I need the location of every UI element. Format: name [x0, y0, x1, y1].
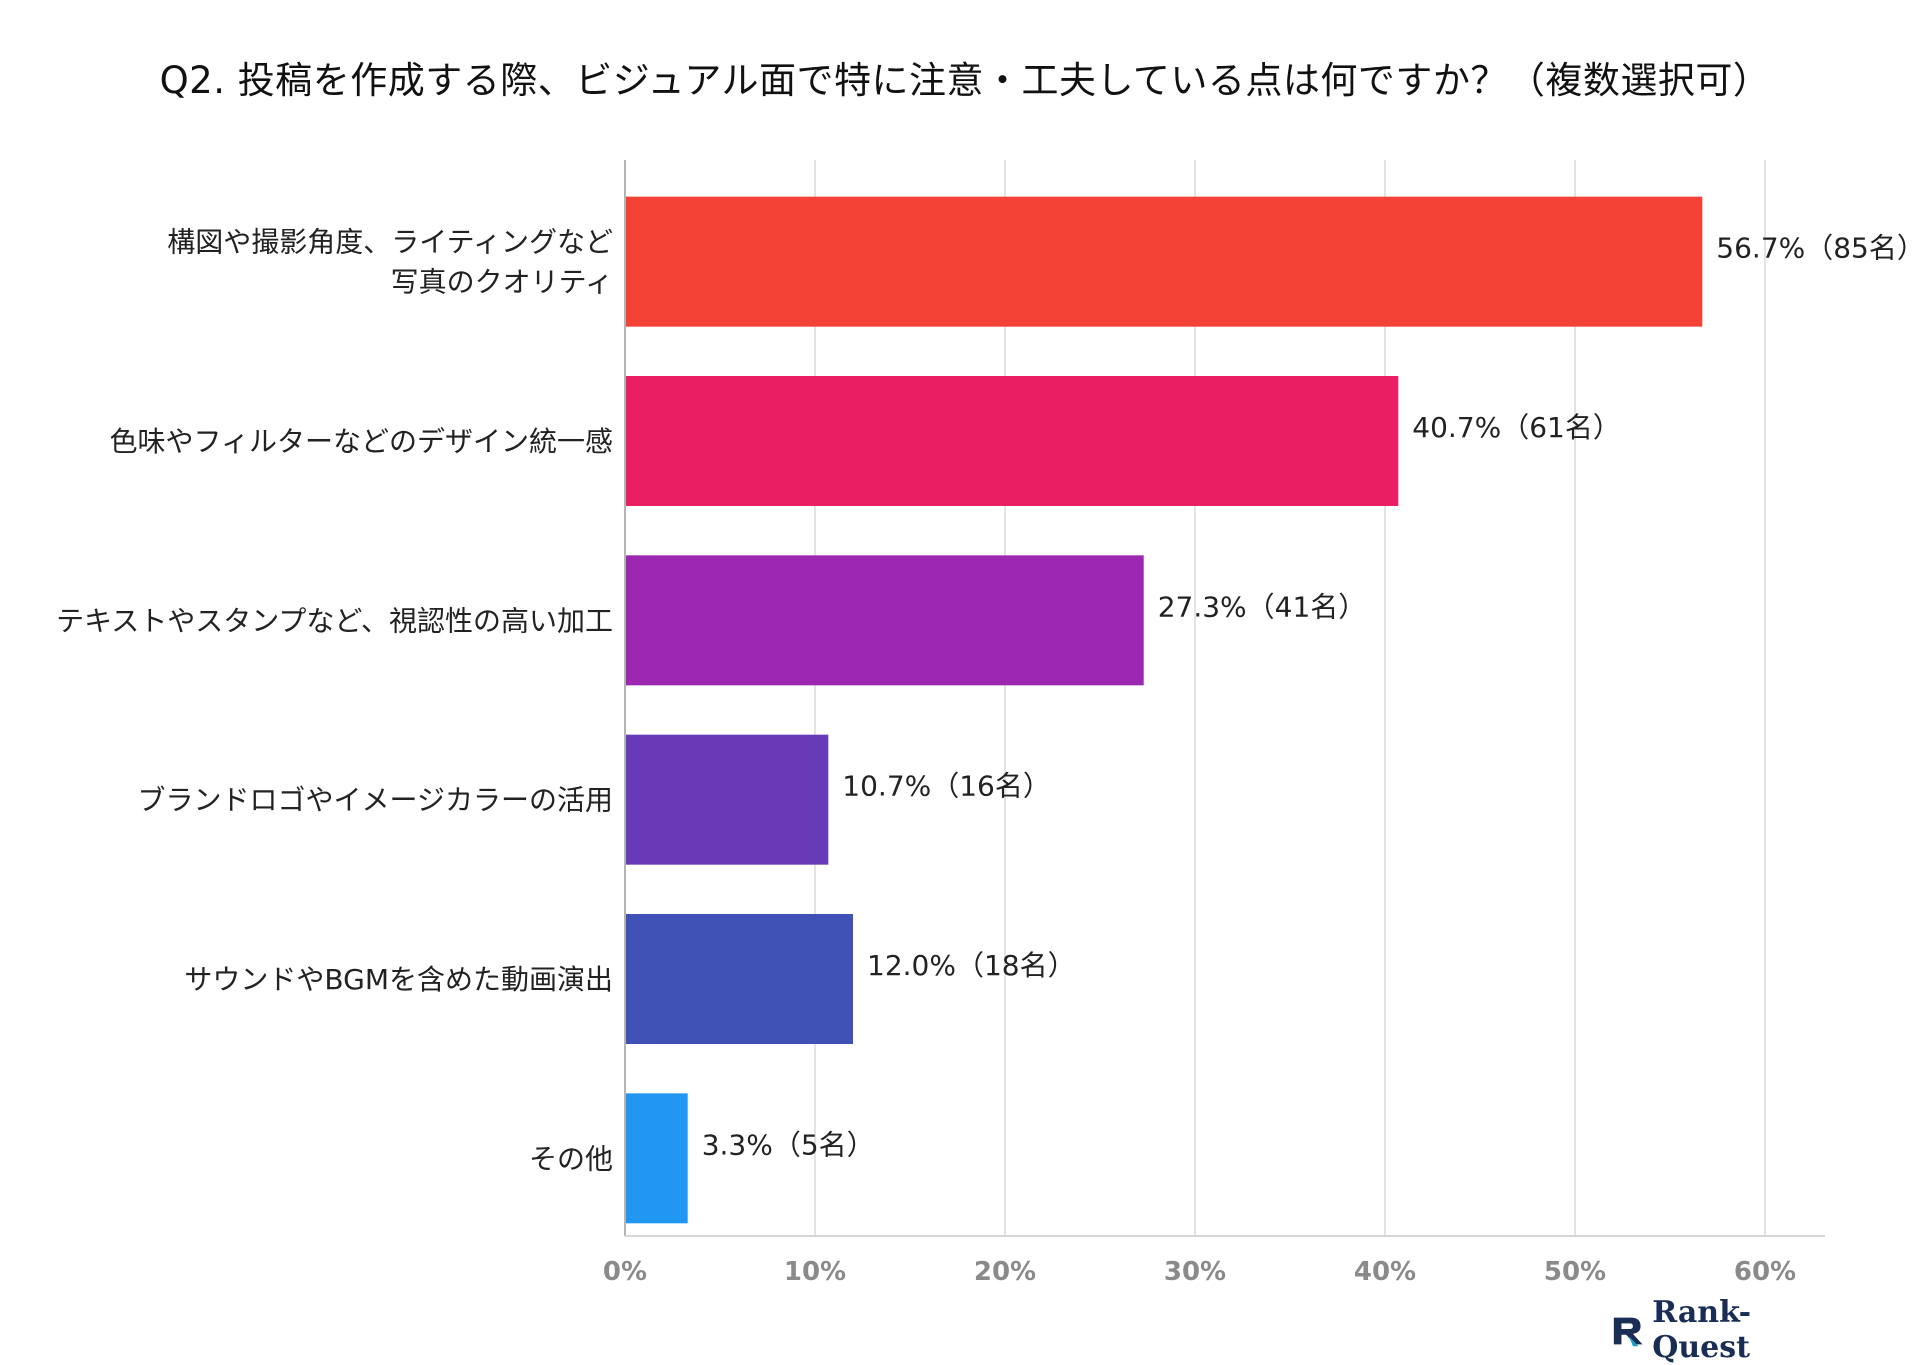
data-label: 12.0%（18名）: [867, 949, 1076, 982]
chart-title: Q2. 投稿を作成する際、ビジュアル面で特に注意・工夫している点は何ですか？（複…: [159, 59, 1771, 102]
x-tick-label: 30%: [1164, 1257, 1226, 1287]
x-tick-label: 40%: [1354, 1257, 1416, 1287]
labels: 0% 10% 20% 30% 40% 50% 60% 構図や撮影角度、ライティングなど写真のク…: [56, 226, 1925, 1287]
axes: [624, 160, 1825, 1237]
x-tick-label: 0%: [603, 1257, 647, 1287]
brand-name: Rank-Quest: [1652, 1295, 1752, 1365]
x-tick-label: 20%: [974, 1257, 1036, 1287]
category-label: 色味やフィルターなどのデザイン統一感: [110, 425, 613, 458]
data-label: 3.3%（5名）: [702, 1128, 875, 1161]
category-label: テキストやスタンプなど、視認性の高い加工: [56, 604, 613, 637]
category-label: ブランドロゴやイメージカラーの活用: [138, 784, 613, 817]
brand-logo: Rank-Quest: [1610, 1295, 1840, 1365]
data-label: 27.3%（41名）: [1158, 590, 1367, 623]
bars: [625, 196, 1703, 1224]
bar: [625, 914, 853, 1044]
data-label: 56.7%（85名）: [1716, 232, 1925, 265]
bar: [625, 734, 829, 865]
x-tick-label: 60%: [1734, 1257, 1796, 1287]
bar: [625, 1093, 688, 1224]
x-tick-label: 10%: [784, 1257, 846, 1287]
category-label: 構図や撮影角度、ライティングなど: [167, 226, 613, 259]
category-label: 写真のクオリティ: [391, 266, 613, 299]
bar: [625, 555, 1144, 686]
grid-lines: [814, 160, 1766, 1236]
bar: [625, 376, 1399, 506]
bar: [625, 196, 1703, 327]
category-label: サウンドやBGMを含めた動画演出: [184, 963, 613, 996]
category-label: その他: [529, 1142, 613, 1175]
data-label: 40.7%（61名）: [1412, 411, 1621, 444]
x-tick-label: 50%: [1544, 1257, 1606, 1287]
rank-quest-logo-icon: [1613, 1317, 1643, 1347]
data-label: 10.7%（16名）: [842, 770, 1051, 803]
